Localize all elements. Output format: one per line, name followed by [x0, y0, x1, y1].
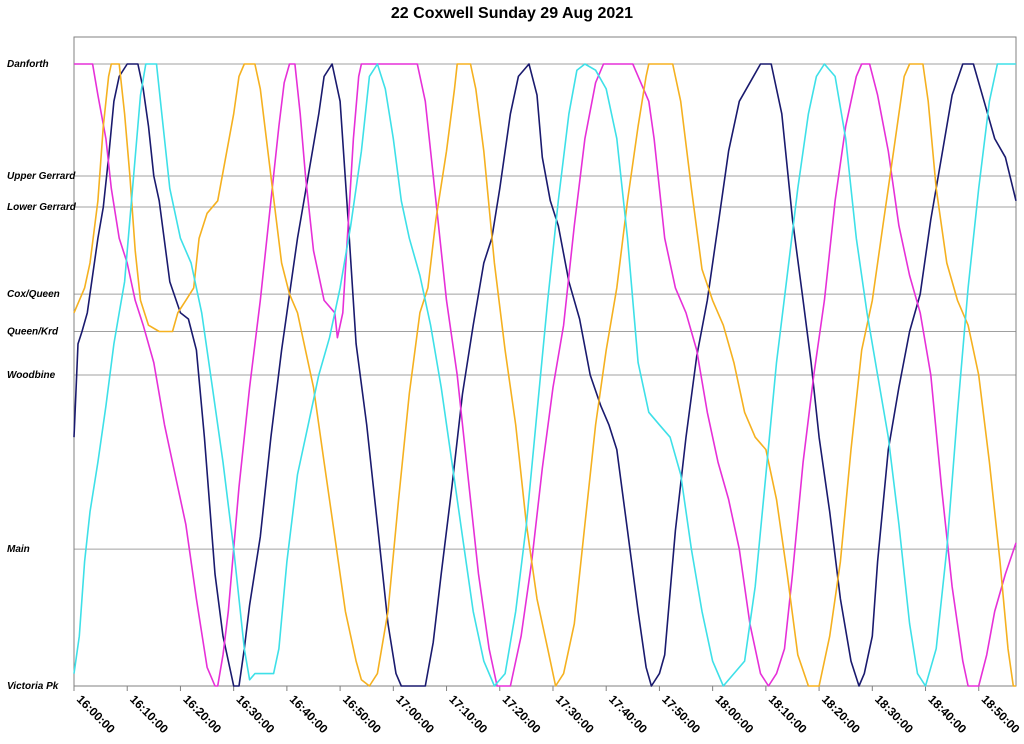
- x-tick-label: 17:30:00: [553, 692, 597, 736]
- stop-labels: Danforth Upper Gerrard Lower Gerrard Cox/Qu…: [7, 59, 77, 692]
- stop-label: Queen/Krd: [7, 326, 59, 337]
- x-tick-label: 17:00:00: [393, 692, 437, 736]
- x-tick-label: 17:20:00: [500, 692, 544, 736]
- stop-label: Cox/Queen: [7, 289, 60, 300]
- series-line: [73, 63, 1016, 687]
- stop-label: Danforth: [7, 59, 49, 70]
- x-tick-label: 17:10:00: [446, 692, 490, 736]
- series-line: [73, 63, 1016, 687]
- gridlines: [74, 63, 1016, 550]
- x-tick-label: 17:40:00: [606, 692, 650, 736]
- x-tick-label: 18:30:00: [872, 692, 916, 736]
- stop-label: Lower Gerrard: [7, 202, 77, 213]
- x-tick-label: 18:40:00: [925, 692, 969, 736]
- x-tick-label: 18:10:00: [766, 692, 810, 736]
- stop-label: Woodbine: [7, 370, 56, 381]
- series: [73, 63, 1017, 687]
- series-line: [74, 63, 1017, 687]
- x-tick-label: 18:50:00: [979, 692, 1023, 736]
- stop-label: Upper Gerrard: [7, 171, 76, 182]
- x-tick-label: 16:30:00: [234, 692, 278, 736]
- x-tick-label: 16:20:00: [180, 692, 224, 736]
- x-tick-label: 16:00:00: [74, 692, 118, 736]
- x-tick-label: 18:20:00: [819, 692, 863, 736]
- plot-area: [73, 36, 1017, 687]
- stop-label: Victoria Pk: [7, 681, 59, 692]
- x-ticks: 16:00:00 16:10:00 16:20:00 16:30:00 16:40:00…: [73, 686, 1023, 736]
- x-tick-label: 17:50:00: [659, 692, 703, 736]
- chart-title: 22 Coxwell Sunday 29 Aug 2021: [390, 5, 634, 22]
- x-tick-label: 16:50:00: [340, 692, 384, 736]
- series-line: [73, 63, 1017, 687]
- x-tick-label: 16:40:00: [287, 692, 331, 736]
- x-tick-label: 16:10:00: [127, 692, 171, 736]
- x-tick-label: 18:00:00: [713, 692, 757, 736]
- stop-label: Main: [7, 544, 30, 555]
